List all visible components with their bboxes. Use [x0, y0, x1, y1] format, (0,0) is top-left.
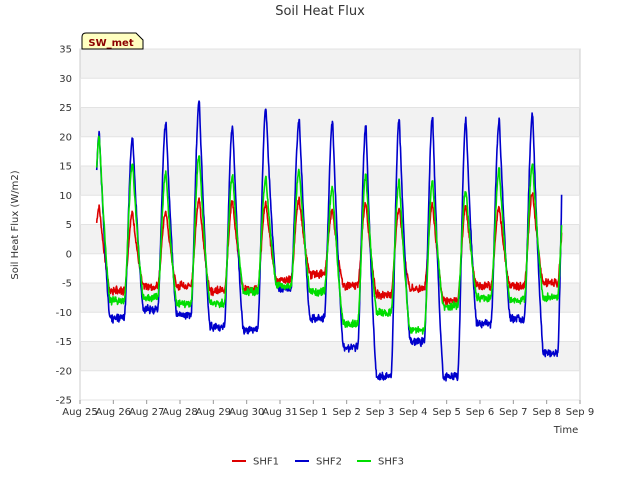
x-tick-label: Sep 1: [299, 407, 327, 418]
background-band: [80, 370, 580, 400]
x-tick-label: Sep 7: [499, 407, 527, 418]
legend-item-shf2: SHF2: [295, 457, 342, 468]
legend-label: SHF1: [253, 457, 279, 468]
x-tick-label: Aug 28: [162, 407, 197, 418]
x-tick-label: Aug 31: [262, 407, 297, 418]
legend-item-shf3: SHF3: [357, 457, 404, 468]
series-lines: [95, 100, 563, 382]
legend-item-shf1: SHF1: [232, 457, 279, 468]
x-tick-label: Sep 6: [466, 407, 494, 418]
y-tick-label: -10: [56, 308, 72, 319]
x-tick-label: Sep 8: [532, 407, 560, 418]
y-tick-label: 5: [66, 220, 72, 231]
x-tick-label: Aug 27: [129, 407, 164, 418]
x-tick-label: Sep 9: [566, 407, 594, 418]
x-tick-label: Aug 25: [62, 407, 97, 418]
y-tick-label: 10: [59, 191, 72, 202]
y-tick-label: -5: [62, 279, 72, 290]
x-tick-label: Sep 2: [332, 407, 360, 418]
y-tick-label: -20: [56, 366, 72, 377]
x-tick-label: Sep 5: [432, 407, 460, 418]
background-band: [80, 283, 580, 313]
y-tick-label: 25: [59, 103, 72, 114]
site-badge-label: SW_met: [88, 38, 133, 49]
y-axis-label: Soil Heat Flux (W/m2): [10, 170, 21, 279]
site-badge: SW_met: [81, 32, 144, 50]
background-band: [80, 312, 580, 342]
y-tick-label: -25: [56, 396, 72, 407]
y-tick-label: 35: [59, 45, 72, 56]
background-band: [80, 78, 580, 108]
y-tick-label: 20: [59, 132, 72, 143]
x-tick-label: Aug 29: [196, 407, 231, 418]
x-tick-label: Sep 3: [366, 407, 394, 418]
legend-label: SHF2: [316, 457, 342, 468]
background-band: [80, 341, 580, 371]
chart-title: Soil Heat Flux: [275, 4, 365, 19]
legend-label: SHF3: [378, 457, 404, 468]
x-tick-label: Aug 30: [229, 407, 264, 418]
y-tick-label: -15: [56, 337, 72, 348]
x-axis-label: Time: [553, 425, 578, 436]
y-tick-label: 30: [59, 74, 72, 85]
legend: SHF1 SHF2 SHF3: [232, 457, 404, 468]
site-badge-box: [81, 32, 144, 50]
background-band: [80, 49, 580, 79]
x-tick-label: Aug 26: [96, 407, 131, 418]
series-line-shf3: [95, 135, 563, 335]
x-tick-label: Sep 4: [399, 407, 427, 418]
background-band: [80, 253, 580, 283]
background-band: [80, 107, 580, 137]
y-tick-label: 0: [66, 249, 72, 260]
y-tick-label: 15: [59, 162, 72, 173]
